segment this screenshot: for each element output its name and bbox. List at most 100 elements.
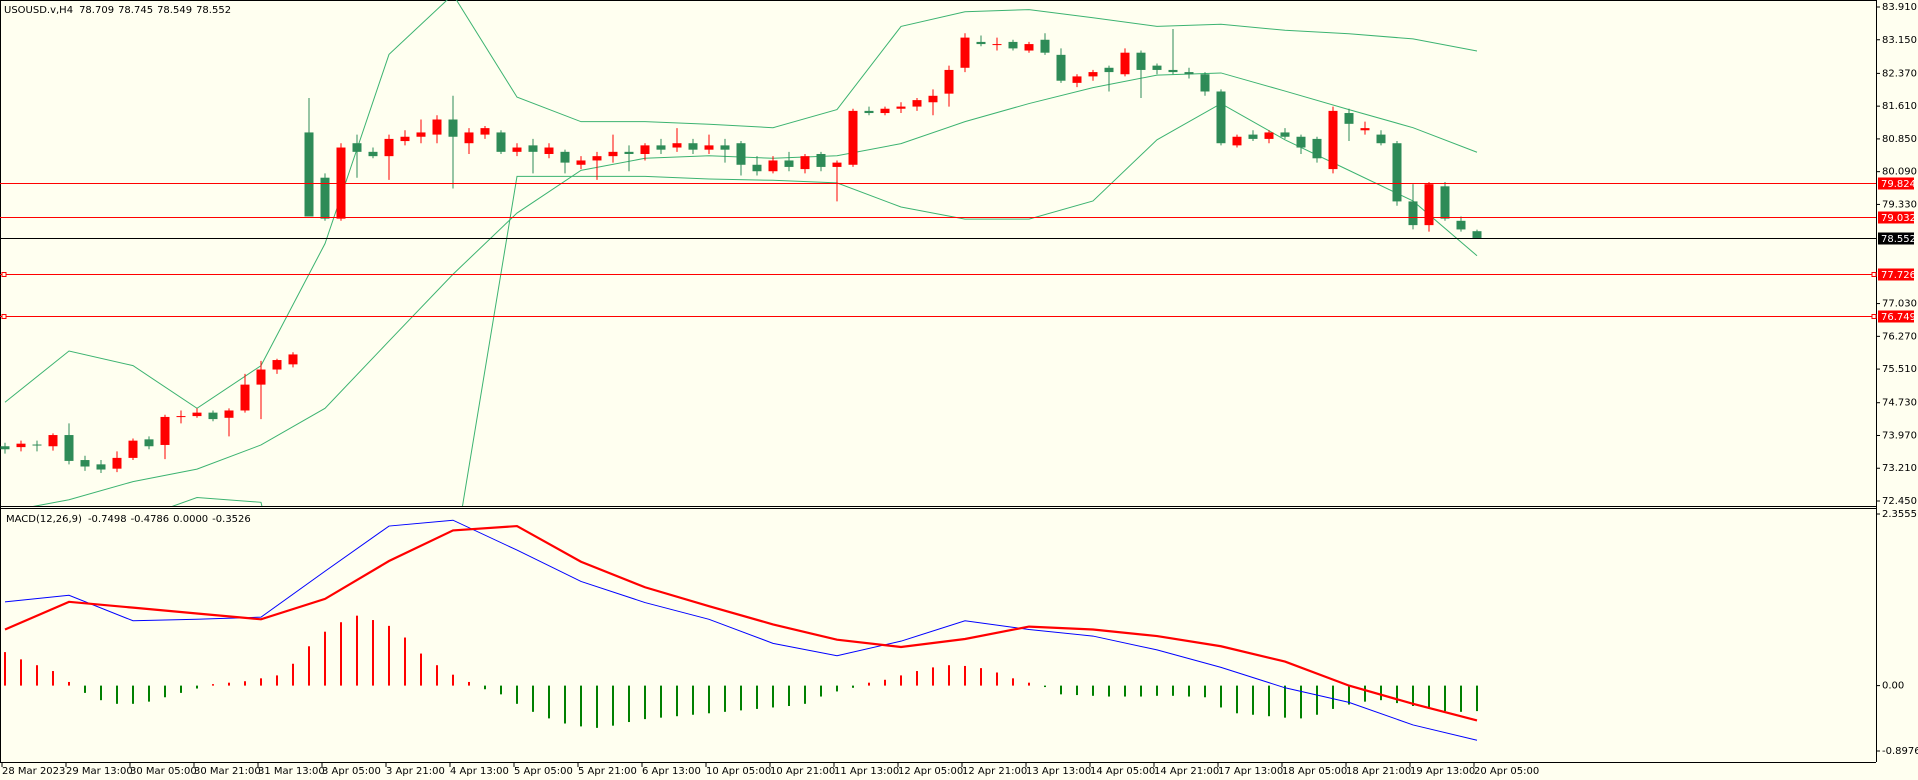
x-tick-label: 13 Apr 13:00: [1026, 766, 1091, 777]
y-tick-label: 73.970: [1882, 430, 1917, 441]
y-tick-label: 72.450: [1882, 496, 1917, 507]
candle-body: [544, 147, 554, 154]
macd-panel: [4, 519, 1478, 741]
candle-body: [976, 41, 986, 45]
candle-body: [48, 435, 58, 447]
x-tick-label: 10 Apr 21:00: [770, 766, 835, 777]
candle-body: [160, 416, 170, 445]
candle-body: [368, 151, 378, 157]
level-label: 79.824: [1881, 179, 1916, 190]
candle-body: [640, 145, 650, 154]
level-handle: [1871, 272, 1877, 277]
candle-body: [96, 464, 106, 470]
candle-body: [912, 100, 922, 107]
candle-body: [752, 164, 762, 172]
candle-body: [464, 132, 474, 144]
y-tick-label: 76.270: [1882, 331, 1917, 342]
x-tick-label: 30 Mar 21:00: [194, 766, 261, 777]
candle-body: [256, 369, 266, 385]
candle-body: [208, 412, 218, 420]
candle-body: [384, 138, 394, 157]
level-label-box: [1878, 177, 1914, 190]
candle-body: [1264, 132, 1274, 139]
candle-body: [528, 145, 538, 152]
candle-body: [32, 444, 42, 446]
y-tick-label: -0.8976: [1882, 746, 1918, 757]
candle-body: [1232, 136, 1242, 146]
candle-body: [928, 95, 938, 103]
macd-line: [4, 524, 1478, 722]
candle-body: [400, 136, 410, 142]
y-tick-label: 80.850: [1882, 134, 1917, 145]
candle-body: [80, 460, 90, 467]
candle-body: [496, 132, 506, 152]
candle-body: [1040, 39, 1050, 53]
candle-body: [1440, 186, 1450, 219]
panel-value: 78.745: [118, 5, 153, 16]
panel-value: 0.0000: [173, 514, 208, 525]
candle-body: [448, 119, 458, 137]
x-tick-label: 20 Apr 05:00: [1474, 766, 1539, 777]
panel-value: -0.7498: [88, 514, 127, 525]
y-tick-label: 80.090: [1882, 167, 1917, 178]
y-tick-label: 81.610: [1882, 101, 1917, 112]
candle-body: [1280, 132, 1290, 137]
candle-body: [176, 416, 186, 418]
candle-body: [1168, 69, 1178, 73]
x-tick-label: 11 Apr 13:00: [834, 766, 899, 777]
panel-title: USOUSD.v,H4: [4, 5, 73, 16]
x-tick-label: 31 Mar 13:00: [258, 766, 325, 777]
level-handle: [1, 272, 7, 277]
candle-body: [128, 440, 138, 458]
candle-body: [848, 110, 858, 165]
x-tick-label: 18 Apr 05:00: [1282, 766, 1347, 777]
level-label-box: [1878, 310, 1914, 323]
candle-body: [304, 132, 314, 217]
candle-body: [896, 106, 906, 109]
x-tick-label: 28 Mar 2023: [2, 766, 65, 777]
candle-body: [240, 384, 250, 411]
y-tick-label: 82.370: [1882, 68, 1917, 79]
y-tick-label: 77.030: [1882, 299, 1917, 310]
level-handle: [1, 314, 7, 319]
candle-body: [112, 457, 122, 469]
candle-body: [1072, 76, 1082, 83]
candle-body: [416, 132, 426, 137]
candle-body: [784, 160, 794, 167]
x-tick-label: 12 Apr 05:00: [898, 766, 963, 777]
candle-body: [688, 143, 698, 150]
candle-body: [352, 143, 362, 152]
candle-body: [1472, 231, 1482, 238]
candle-body: [224, 410, 234, 418]
candle-body: [944, 69, 954, 94]
candle-body: [288, 354, 298, 365]
candle-body: [864, 110, 874, 114]
candle-body: [704, 145, 714, 150]
level-label: 76.749: [1881, 312, 1916, 323]
candle-body: [1344, 113, 1354, 124]
candle-body: [1360, 128, 1370, 131]
candle-body: [1328, 110, 1338, 170]
candle-body: [1152, 65, 1162, 70]
candle-body: [512, 147, 522, 152]
x-tick-label: 17 Apr 13:00: [1218, 766, 1283, 777]
candle-body: [720, 145, 730, 150]
candle-body: [816, 153, 826, 167]
y-tick-label: 2.3555: [1882, 509, 1917, 520]
x-tick-label: 14 Apr 21:00: [1154, 766, 1219, 777]
x-tick-label: 18 Apr 21:00: [1346, 766, 1411, 777]
candle-body: [1456, 220, 1466, 230]
candle-body: [1200, 74, 1210, 92]
candle-body: [1248, 134, 1258, 139]
candle-body: [1056, 54, 1066, 81]
y-tick-label: 83.910: [1882, 2, 1917, 13]
candle-body: [144, 439, 154, 447]
x-tick-label: 29 Mar 13:00: [66, 766, 133, 777]
candle-body: [832, 162, 842, 167]
x-tick-label: 10 Apr 05:00: [706, 766, 771, 777]
candle-body: [1024, 44, 1034, 51]
candle-body: [1216, 91, 1226, 144]
candle-body: [656, 145, 666, 150]
level-label-box: [1878, 232, 1914, 245]
